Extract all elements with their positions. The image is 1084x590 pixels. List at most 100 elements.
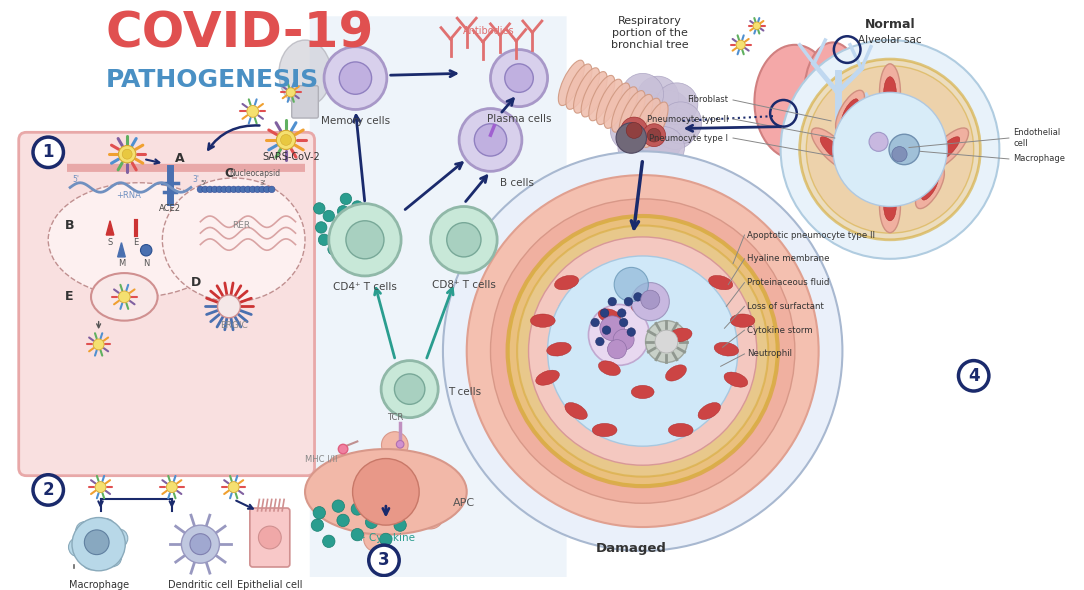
Ellipse shape — [821, 137, 846, 162]
Circle shape — [641, 119, 683, 161]
Circle shape — [46, 481, 56, 493]
Circle shape — [430, 206, 498, 273]
Circle shape — [235, 186, 242, 193]
Circle shape — [363, 525, 390, 552]
Circle shape — [634, 293, 642, 301]
Circle shape — [892, 146, 907, 162]
Ellipse shape — [724, 372, 748, 387]
Text: Damaged: Damaged — [596, 542, 667, 555]
Circle shape — [103, 548, 121, 567]
Circle shape — [889, 134, 919, 165]
Circle shape — [691, 326, 717, 353]
Text: C: C — [224, 167, 233, 180]
Text: ACE2: ACE2 — [159, 204, 181, 213]
Text: M: M — [118, 259, 125, 268]
Circle shape — [82, 550, 101, 570]
Circle shape — [806, 65, 973, 233]
Circle shape — [93, 339, 104, 350]
Circle shape — [443, 152, 842, 551]
Text: Pneumocyte type I: Pneumocyte type I — [649, 133, 728, 143]
Circle shape — [311, 519, 323, 532]
Circle shape — [254, 186, 261, 193]
Ellipse shape — [836, 90, 865, 133]
Circle shape — [382, 432, 408, 458]
Text: B cells: B cells — [500, 178, 534, 188]
Text: ERGIC: ERGIC — [220, 321, 247, 330]
Ellipse shape — [619, 91, 645, 136]
Circle shape — [96, 519, 115, 537]
Circle shape — [351, 503, 363, 515]
Text: RER: RER — [232, 221, 250, 230]
Circle shape — [627, 328, 635, 336]
Circle shape — [654, 107, 696, 149]
Text: A: A — [175, 152, 184, 165]
Circle shape — [258, 526, 281, 549]
Circle shape — [33, 137, 64, 168]
Circle shape — [370, 507, 383, 519]
Ellipse shape — [883, 192, 896, 221]
Ellipse shape — [566, 64, 592, 109]
Text: 2: 2 — [42, 481, 54, 499]
Circle shape — [167, 481, 178, 493]
Text: Cytokine storm: Cytokine storm — [747, 326, 813, 335]
Ellipse shape — [611, 87, 637, 132]
Ellipse shape — [631, 385, 654, 399]
Circle shape — [547, 256, 738, 446]
Text: SARS-CoV-2: SARS-CoV-2 — [262, 152, 320, 162]
FancyBboxPatch shape — [310, 17, 567, 578]
Ellipse shape — [631, 300, 654, 313]
Circle shape — [601, 309, 609, 317]
Text: Endothelial
cell: Endothelial cell — [1014, 128, 1061, 148]
Circle shape — [332, 500, 345, 512]
Text: 5': 5' — [201, 180, 207, 186]
Text: Fibroblast: Fibroblast — [687, 96, 728, 104]
Circle shape — [333, 230, 344, 241]
Ellipse shape — [598, 361, 620, 376]
Circle shape — [247, 106, 259, 117]
Text: 3: 3 — [378, 551, 390, 569]
Circle shape — [33, 475, 64, 505]
Circle shape — [529, 237, 757, 466]
FancyBboxPatch shape — [18, 132, 314, 476]
Circle shape — [327, 244, 339, 255]
Ellipse shape — [530, 314, 555, 327]
Circle shape — [379, 533, 392, 546]
Circle shape — [276, 130, 296, 149]
Text: Loss of surfactant: Loss of surfactant — [747, 302, 824, 311]
Circle shape — [72, 517, 126, 571]
Ellipse shape — [731, 314, 754, 327]
Text: E: E — [133, 238, 139, 247]
Text: Macrophage: Macrophage — [1014, 155, 1066, 163]
Ellipse shape — [558, 60, 584, 106]
Circle shape — [621, 117, 647, 144]
Circle shape — [365, 516, 378, 529]
Circle shape — [328, 455, 354, 481]
Circle shape — [315, 222, 327, 233]
Ellipse shape — [596, 79, 622, 124]
Ellipse shape — [926, 128, 968, 171]
Ellipse shape — [670, 328, 692, 342]
Circle shape — [281, 135, 292, 145]
Circle shape — [647, 128, 661, 142]
Text: Proteinaceous fluid: Proteinaceous fluid — [747, 278, 829, 287]
Circle shape — [122, 149, 132, 159]
Text: Apoptotic pneumocyte type II: Apoptotic pneumocyte type II — [747, 231, 875, 240]
Circle shape — [700, 298, 727, 324]
Circle shape — [76, 522, 94, 540]
Circle shape — [475, 124, 506, 156]
Text: Hyaline membrane: Hyaline membrane — [747, 254, 830, 263]
Ellipse shape — [627, 94, 653, 140]
Ellipse shape — [634, 98, 660, 143]
Ellipse shape — [581, 71, 607, 117]
Circle shape — [369, 545, 399, 576]
Circle shape — [259, 186, 266, 193]
Text: PATHOGENESIS: PATHOGENESIS — [105, 68, 319, 93]
Text: APC: APC — [452, 499, 475, 508]
Circle shape — [141, 244, 152, 256]
Circle shape — [338, 444, 348, 454]
Circle shape — [625, 90, 668, 132]
Text: Plasma cells: Plasma cells — [487, 114, 552, 124]
Text: Pneumocyte type II: Pneumocyte type II — [647, 114, 728, 123]
Circle shape — [641, 290, 660, 309]
Circle shape — [599, 316, 624, 340]
